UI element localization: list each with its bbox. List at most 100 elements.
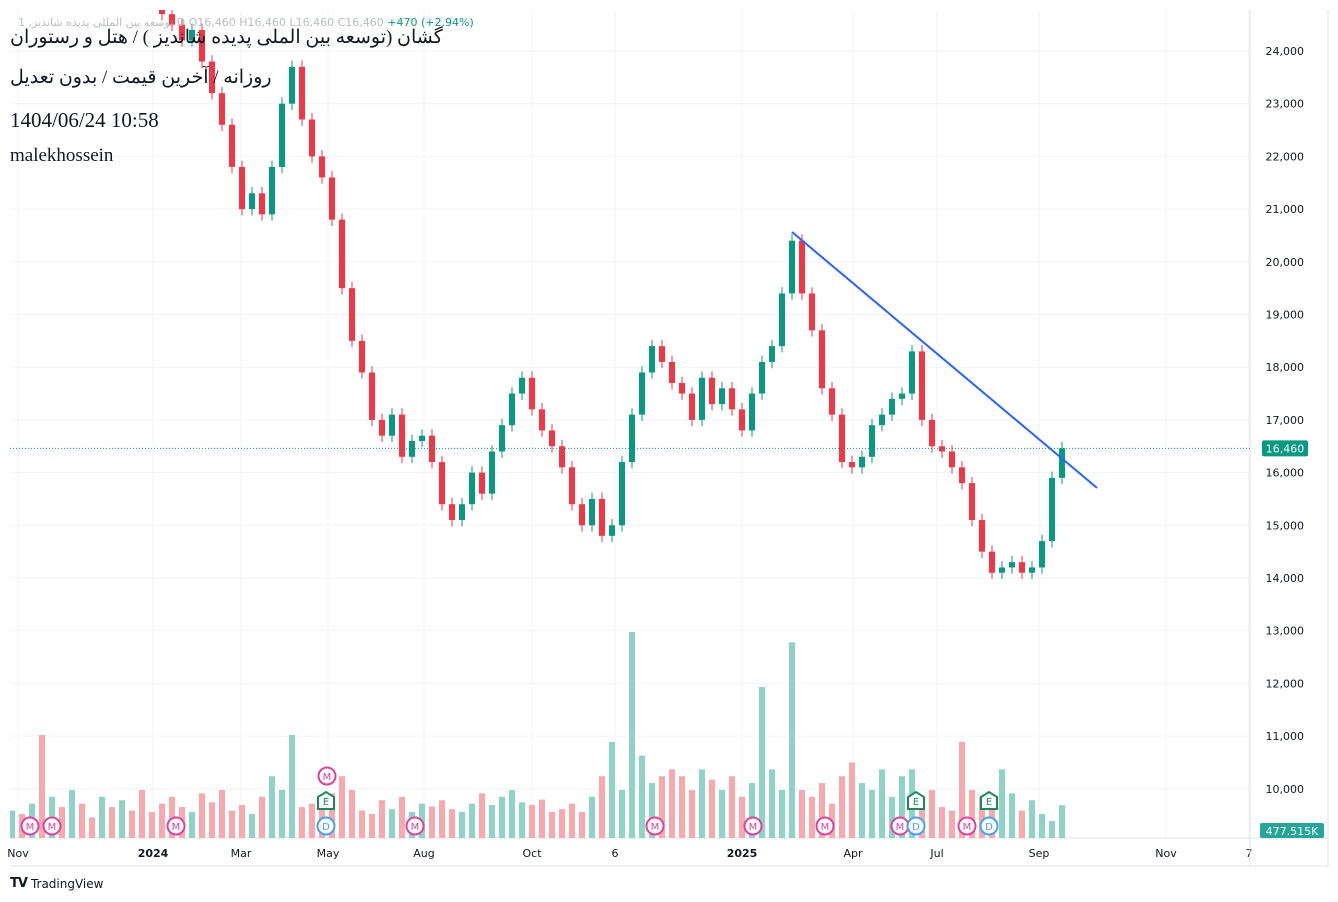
candle-body <box>479 472 485 494</box>
event-marker-m[interactable]: M <box>957 816 977 836</box>
event-marker-m[interactable]: M <box>42 816 62 836</box>
volume-bar <box>859 783 865 838</box>
volume-bar <box>759 686 765 838</box>
candle-body <box>559 446 565 468</box>
candle-body <box>409 440 415 457</box>
volume-bar <box>189 811 195 838</box>
volume-bar <box>929 789 935 838</box>
candle-body <box>419 435 425 441</box>
volume-bar <box>339 776 345 838</box>
candle-body <box>459 504 465 521</box>
event-marker-earnings[interactable]: E <box>907 790 925 810</box>
candle-body <box>739 409 745 431</box>
volume-bar <box>129 810 135 838</box>
last-price-label: 16,460 <box>1266 442 1305 455</box>
volume-bar <box>229 810 235 838</box>
volume-bar <box>429 806 435 838</box>
candle-body <box>749 393 755 431</box>
candle-body <box>789 240 795 294</box>
candle-body <box>839 414 845 463</box>
legend-symbol: 1 ,توسعه بين المللى پديده شانديز <box>18 16 174 29</box>
candle-body <box>569 467 575 505</box>
candle-body <box>889 398 895 415</box>
volume-bar <box>59 807 65 838</box>
candle-body <box>319 156 325 178</box>
legend-interval: D <box>176 16 186 29</box>
candle-body <box>519 377 525 394</box>
volume-bar <box>649 783 655 838</box>
volume-bar <box>479 793 485 838</box>
candle-body <box>1029 567 1035 573</box>
volume-bar <box>89 817 95 838</box>
volume-bar <box>289 735 295 838</box>
volume-bar <box>39 735 45 838</box>
event-marker-label: E <box>323 797 329 808</box>
volume-bar <box>699 769 705 838</box>
event-marker-m[interactable]: M <box>645 816 665 836</box>
candle-body <box>949 451 955 468</box>
candle-body <box>199 29 205 62</box>
candle-body <box>339 219 345 289</box>
volume-bar <box>969 789 975 838</box>
trendline[interactable] <box>791 231 1098 489</box>
candle-body <box>869 425 875 457</box>
volume-bar <box>719 789 725 838</box>
candle-body <box>959 467 965 484</box>
event-marker-m[interactable]: M <box>166 816 186 836</box>
candle-body <box>1059 448 1065 478</box>
candle-body <box>709 377 715 405</box>
candle-body <box>1039 541 1045 568</box>
volume-bar <box>789 642 795 838</box>
candle-body <box>809 293 815 331</box>
y-tick-label: 12,000 <box>1266 677 1305 690</box>
volume-bar <box>159 803 165 838</box>
m-event-icon <box>957 816 977 836</box>
y-tick-label: 11,000 <box>1266 730 1305 743</box>
event-marker-dividend[interactable]: D <box>906 816 926 836</box>
y-tick-label: 19,000 <box>1266 309 1305 322</box>
candle-body <box>689 393 695 420</box>
chart-author: malekhossein <box>10 145 114 166</box>
x-tick-label: 6 <box>612 847 619 860</box>
candle-body <box>369 372 375 420</box>
event-marker-m[interactable]: M <box>317 766 337 786</box>
event-marker-label: M <box>896 822 905 833</box>
candle-body <box>619 462 625 526</box>
x-tick-label: 2024 <box>138 847 169 860</box>
chart-subtitle: روزانه / آخرین قیمت / بدون تعدیل <box>10 67 272 88</box>
volume-bar <box>1029 800 1035 838</box>
tradingview-logo[interactable]: TV TradingView <box>10 876 103 891</box>
x-tick-label: Nov <box>7 847 29 860</box>
event-marker-label: D <box>985 822 993 833</box>
volume-bar <box>10 810 15 838</box>
event-marker-label: M <box>963 822 972 833</box>
event-marker-earnings[interactable]: E <box>317 790 335 810</box>
volume-bar <box>779 789 785 838</box>
y-tick-label: 22,000 <box>1266 150 1305 163</box>
candle-body <box>449 504 455 521</box>
event-marker-m[interactable]: M <box>405 816 425 836</box>
volume-bar <box>809 796 815 838</box>
event-marker-m[interactable]: M <box>20 816 40 836</box>
candle-body <box>529 377 535 410</box>
event-marker-dividend[interactable]: D <box>316 816 336 836</box>
event-marker-label: M <box>323 772 332 783</box>
candle-body <box>299 66 305 120</box>
volume-bar <box>269 776 275 838</box>
event-marker-m[interactable]: M <box>743 816 763 836</box>
volume-bar <box>899 776 905 838</box>
x-tick-label: Aug <box>413 847 434 860</box>
candle-body <box>819 330 825 389</box>
candle-body <box>999 567 1005 573</box>
volume-bar <box>109 807 115 838</box>
event-marker-dividend[interactable]: D <box>979 816 999 836</box>
event-marker-m[interactable]: M <box>815 816 835 836</box>
candle-body <box>929 419 935 447</box>
brand-name: TradingView <box>30 876 104 891</box>
event-marker-m[interactable]: M <box>890 816 910 836</box>
volume-bar <box>209 802 215 838</box>
y-tick-label: 10,000 <box>1266 783 1305 796</box>
event-marker-earnings[interactable]: E <box>980 790 998 810</box>
candle-body <box>249 193 255 210</box>
